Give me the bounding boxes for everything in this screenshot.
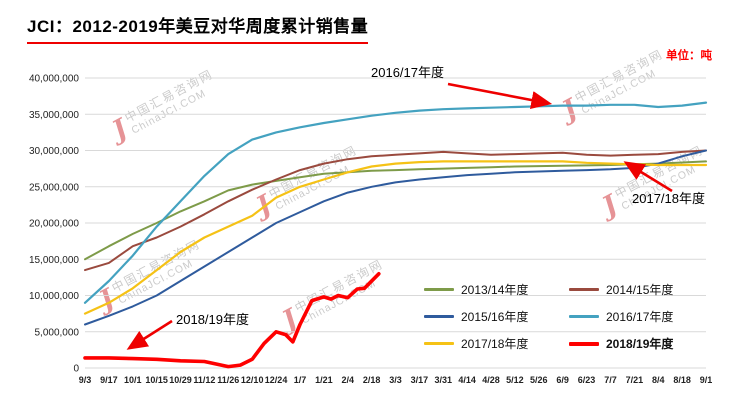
series-line-2016/17年度	[83, 101, 708, 304]
annotation-arrow	[126, 319, 173, 350]
annotation-arrow	[447, 82, 553, 109]
x-axis-tick-label: 1/21	[315, 375, 333, 385]
x-axis-tick-label: 4/14	[458, 375, 476, 385]
series-line-2015/16年度	[84, 149, 707, 326]
x-axis-tick-label: 3/3	[389, 375, 402, 385]
x-axis-tick-label: 10/29	[169, 375, 192, 385]
y-axis-tick-label: 30,000,000	[29, 146, 79, 157]
series-line-2014/15年度	[84, 149, 707, 272]
x-axis-tick-label: 8/18	[673, 375, 691, 385]
x-axis-tick-label: 5/12	[506, 375, 524, 385]
y-axis-tick-label: 20,000,000	[29, 219, 79, 230]
legend-item-2015/16年度: 2015/16年度	[424, 303, 569, 330]
x-axis-tick-label: 9/3	[79, 375, 92, 385]
x-axis-tick-label: 12/24	[265, 375, 288, 385]
chart-header: JCI：2012-2019年美豆对华周度累计销售量	[27, 12, 369, 44]
legend-swatch	[424, 315, 454, 318]
series-line-2018/19年度	[83, 271, 381, 369]
y-axis-tick-label: 10,000,000	[29, 291, 79, 302]
legend-label: 2014/15年度	[606, 283, 674, 297]
legend-item-2013/14年度: 2013/14年度	[424, 276, 569, 303]
x-axis-tick-label: 11/12	[193, 375, 215, 385]
series-line-2013/14年度	[84, 160, 707, 261]
legend-swatch	[424, 342, 454, 345]
legend-swatch	[569, 288, 599, 291]
x-axis-tick-label: 7/21	[626, 375, 644, 385]
series-line-2017/18年度	[83, 160, 708, 315]
y-axis-tick-label: 35,000,000	[29, 110, 79, 121]
x-axis-tick-label: 11/26	[217, 375, 239, 385]
legend-item-2017/18年度: 2017/18年度	[424, 330, 569, 357]
x-axis-tick-label: 9/17	[100, 375, 118, 385]
x-axis-tick-label: 3/17	[411, 375, 429, 385]
legend-label: 2015/16年度	[461, 310, 529, 324]
y-axis-tick-label: 0	[73, 364, 79, 375]
y-axis-tick-label: 5,000,000	[35, 327, 80, 338]
x-axis-tick-label: 6/9	[556, 375, 569, 385]
legend-swatch	[569, 315, 599, 318]
legend-label: 2017/18年度	[461, 337, 529, 351]
legend-label: 2013/14年度	[461, 283, 529, 297]
legend-label: 2018/19年度	[606, 337, 674, 351]
x-axis-tick-label: 2/4	[341, 375, 354, 385]
legend-label: 2016/17年度	[606, 310, 674, 324]
x-axis-tick-label: 1/7	[294, 375, 307, 385]
annotation-label-2017/18年度: 2017/18年度	[632, 191, 705, 206]
x-axis-tick-label: 2/18	[363, 375, 381, 385]
legend-item-2016/17年度: 2016/17年度	[569, 303, 714, 330]
annotation-label-2016/17年度: 2016/17年度	[371, 65, 444, 80]
legend-item-2018/19年度: 2018/19年度	[569, 330, 714, 357]
x-axis-tick-label: 5/26	[530, 375, 548, 385]
legend-swatch	[569, 341, 599, 346]
x-axis-tick-label: 8/4	[652, 375, 665, 385]
legend-swatch	[424, 288, 454, 291]
x-axis-tick-label: 6/23	[578, 375, 596, 385]
y-axis-tick-label: 15,000,000	[29, 255, 79, 266]
unit-label: 单位：吨	[666, 50, 712, 62]
legend: 2013/14年度 2014/15年度 2015/16年度 2016/17年度 2017…	[424, 276, 716, 357]
annotation-label-2018/19年度: 2018/19年度	[176, 312, 249, 327]
x-axis-tick-label: 10/1	[124, 375, 142, 385]
y-axis-tick-label: 25,000,000	[29, 182, 79, 193]
legend-item-2014/15年度: 2014/15年度	[569, 276, 714, 303]
y-axis-tick-label: 40,000,000	[29, 74, 79, 85]
annotation-arrow	[623, 161, 673, 193]
x-axis-tick-label: 7/7	[604, 375, 617, 385]
chart-title: JCI：2012-2019年美豆对华周度累计销售量	[27, 12, 369, 44]
x-axis-tick-label: 4/28	[482, 375, 500, 385]
x-axis-tick-label: 3/31	[435, 375, 453, 385]
x-axis-tick-label: 10/15	[145, 375, 168, 385]
x-axis-tick-label: 12/10	[241, 375, 264, 385]
x-axis-tick-label: 9/1	[700, 375, 713, 385]
